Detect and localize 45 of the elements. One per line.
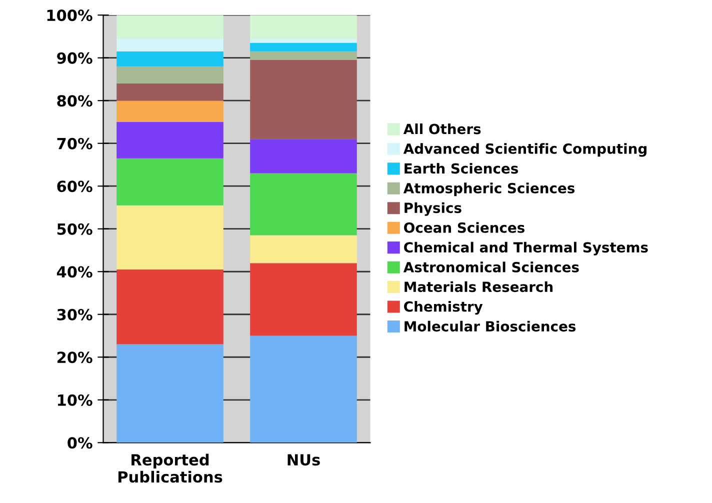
y-tick-label: 100%: [47, 10, 92, 22]
bar: [250, 263, 357, 336]
bar: [250, 60, 357, 140]
legend-label: Chemical and Thermal Systems: [404, 242, 648, 256]
legend-label: Astronomical Sciences: [403, 262, 579, 272]
legend-label: Atmospheric Sciences: [403, 182, 575, 196]
y-tick-label: 0%: [68, 437, 92, 449]
bar: [250, 38, 357, 43]
y-tick-label: 40%: [56, 266, 92, 278]
legend-label: Ocean Sciences: [404, 222, 524, 233]
legend-label: Materials Research: [404, 281, 553, 292]
bar: [116, 15, 224, 39]
legend-label: Chemistry: [404, 301, 483, 315]
x-tick-label: Reported Publications: [118, 454, 222, 483]
bar: [116, 158, 224, 206]
bar: [250, 235, 357, 264]
bar: [116, 344, 224, 443]
bar: [250, 51, 357, 60]
bar: [250, 139, 357, 174]
bar: [250, 336, 357, 443]
bar: [116, 66, 224, 84]
legend-label: Molecular Biosciences: [404, 320, 576, 332]
bar: [116, 205, 224, 270]
bar: [116, 122, 224, 158]
x-tick-label: NUs: [288, 454, 320, 466]
bar: [250, 173, 357, 236]
legend-label: Advanced Scientific Computing: [403, 143, 646, 157]
legend-label: Physics: [404, 202, 462, 216]
bar: [250, 15, 357, 39]
legend-label: All Others: [403, 123, 481, 134]
bar: [116, 38, 224, 52]
bar: [116, 84, 224, 101]
y-tick-label: 20%: [57, 352, 92, 364]
bar: [116, 51, 224, 66]
y-tick-label: 60%: [57, 180, 92, 192]
bar: [116, 100, 224, 122]
bar: [250, 42, 357, 52]
y-tick-label: 30%: [57, 308, 92, 320]
y-tick-label: 10%: [58, 394, 92, 406]
y-tick-label: 50%: [57, 223, 92, 235]
y-tick-label: 90%: [57, 52, 92, 64]
y-tick-label: 70%: [57, 138, 92, 150]
y-tick-label: 80%: [57, 95, 92, 107]
legend-label: Earth Sciences: [404, 162, 518, 174]
bar: [116, 269, 224, 344]
